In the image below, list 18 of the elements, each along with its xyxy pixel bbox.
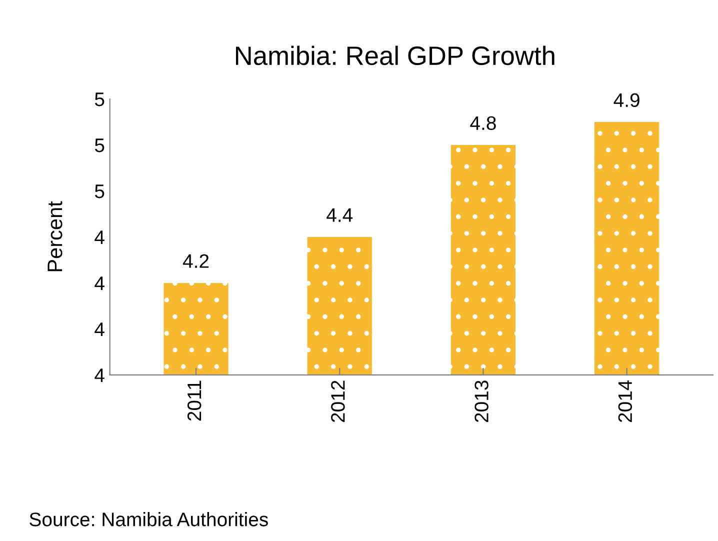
x-tick-label: 2011 bbox=[187, 380, 202, 421]
y-tick-label: 4 bbox=[94, 276, 104, 290]
data-label: 4.2 bbox=[182, 254, 209, 268]
data-label: 4.9 bbox=[614, 93, 640, 108]
x-tick-label: 2013 bbox=[474, 380, 488, 422]
y-axis-title: Percent bbox=[48, 201, 62, 272]
y-tick-label: 4 bbox=[94, 230, 104, 244]
chart-title: Namibia: Real GDP Growth bbox=[236, 46, 554, 66]
y-tick-label: 4 bbox=[94, 368, 104, 382]
x-tick-label: 2014 bbox=[618, 380, 632, 422]
data-label: 4.4 bbox=[326, 208, 353, 222]
y-tick-label: 5 bbox=[94, 92, 104, 106]
x-tick-label: 2012 bbox=[331, 380, 345, 422]
y-tick-label: 5 bbox=[94, 138, 104, 152]
source-note: Source: Namibia Authorities bbox=[30, 512, 268, 526]
y-tick-label: 5 bbox=[94, 184, 104, 198]
data-label: 4.8 bbox=[470, 116, 496, 130]
y-tick-label: 4 bbox=[94, 322, 104, 336]
